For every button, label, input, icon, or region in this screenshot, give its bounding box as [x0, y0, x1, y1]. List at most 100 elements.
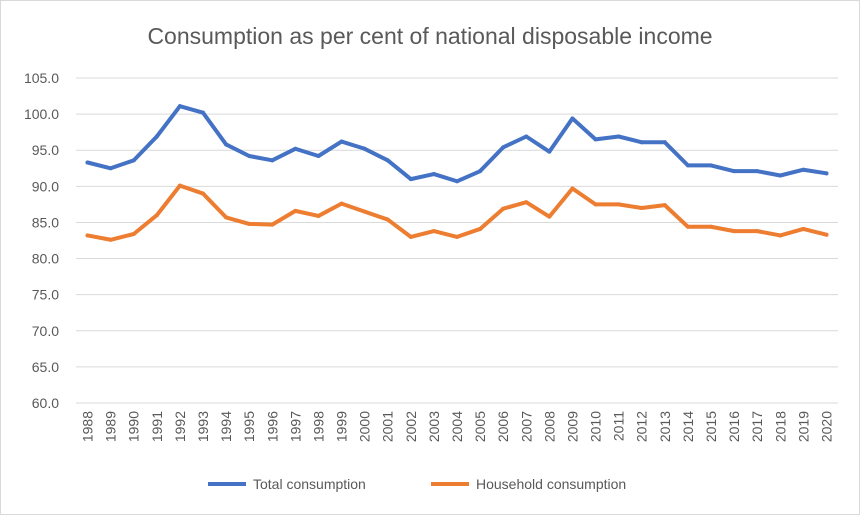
x-tick-label: 1994	[218, 411, 234, 442]
data-point	[85, 160, 90, 165]
data-point	[778, 173, 783, 178]
x-tick-label: 2000	[357, 411, 373, 442]
data-point	[593, 137, 598, 142]
x-tick-label: 2016	[726, 411, 742, 442]
x-tick-label: 1992	[172, 411, 188, 442]
data-point	[501, 145, 506, 150]
x-tick-label: 2008	[541, 411, 557, 442]
data-point	[154, 213, 159, 218]
data-point	[201, 191, 205, 196]
data-point	[385, 158, 390, 163]
data-point	[408, 234, 413, 239]
series-line	[85, 104, 829, 184]
data-point	[339, 201, 344, 206]
data-point	[685, 163, 690, 168]
y-tick-label: 100.0	[24, 106, 59, 122]
x-tick-label: 2011	[611, 411, 627, 441]
data-point	[755, 229, 760, 234]
series-household-consumption	[85, 183, 829, 242]
data-point	[85, 233, 90, 238]
data-point	[177, 104, 182, 109]
x-tick-label: 2007	[518, 411, 534, 442]
data-point	[293, 146, 298, 151]
chart-title: Consumption as per cent of national disp…	[147, 23, 713, 49]
data-point	[547, 214, 552, 219]
x-tick-label: 1993	[195, 411, 211, 442]
data-point	[801, 226, 806, 231]
legend-item: Household consumption	[431, 476, 626, 492]
data-point	[247, 154, 252, 158]
data-point	[755, 169, 760, 174]
x-tick-label: 2002	[403, 411, 419, 442]
data-point	[339, 139, 344, 144]
x-tick-label: 1991	[149, 411, 165, 442]
data-point	[293, 208, 298, 213]
x-tick-label: 2013	[657, 411, 673, 442]
data-point	[224, 142, 229, 147]
data-point	[316, 154, 321, 158]
data-point	[270, 222, 275, 227]
data-point	[201, 110, 205, 115]
y-tick-label: 65.0	[32, 359, 59, 375]
data-point	[662, 140, 667, 145]
legend-label: Household consumption	[476, 476, 626, 492]
data-point	[455, 179, 459, 184]
x-tick-label: 2010	[588, 411, 604, 442]
y-tick-label: 95.0	[32, 142, 59, 158]
data-point	[108, 237, 113, 242]
x-tick-label: 2017	[749, 411, 765, 442]
data-point	[616, 202, 621, 207]
data-point	[316, 213, 321, 218]
y-tick-label: 105.0	[24, 70, 59, 86]
data-point	[685, 224, 690, 229]
series-total-consumption	[85, 104, 829, 184]
data-point	[501, 206, 506, 211]
data-point	[639, 140, 644, 145]
data-point	[478, 169, 483, 174]
data-point	[431, 229, 436, 234]
legend-label: Total consumption	[253, 476, 366, 492]
x-tick-label: 1998	[310, 411, 326, 442]
data-point	[616, 134, 621, 139]
data-point	[570, 116, 575, 121]
x-tick-label: 1988	[80, 411, 96, 442]
x-tick-label: 2004	[449, 411, 465, 442]
data-point	[131, 158, 136, 163]
y-tick-label: 90.0	[32, 178, 59, 194]
data-point	[362, 209, 367, 214]
y-tick-label: 70.0	[32, 323, 59, 339]
x-tick-label: 2020	[818, 411, 834, 442]
data-point	[732, 169, 737, 174]
data-point	[154, 134, 159, 139]
data-point	[362, 146, 367, 151]
x-tick-label: 2005	[472, 411, 488, 442]
data-point	[824, 171, 829, 176]
data-point	[224, 215, 229, 220]
data-point	[778, 233, 783, 238]
data-point	[131, 232, 136, 236]
data-point	[824, 232, 829, 237]
y-tick-label: 85.0	[32, 214, 59, 230]
series-line	[85, 183, 829, 242]
legend-item: Total consumption	[208, 476, 366, 492]
data-point	[709, 163, 713, 168]
data-point	[408, 177, 413, 182]
data-point	[177, 183, 182, 188]
x-tick-label: 2009	[564, 411, 580, 442]
data-point	[247, 221, 252, 226]
y-tick-label: 75.0	[32, 287, 59, 303]
x-tick-label: 2003	[426, 411, 442, 442]
x-tick-label: 2014	[680, 411, 696, 442]
x-tick-label: 2015	[703, 411, 719, 442]
x-tick-label: 2006	[495, 411, 511, 442]
data-point	[270, 158, 275, 163]
data-point	[662, 203, 667, 208]
x-tick-label: 1989	[103, 411, 119, 442]
x-tick-label: 2019	[795, 411, 811, 442]
x-tick-label: 1990	[126, 411, 142, 442]
data-point	[478, 226, 483, 231]
x-tick-label: 1997	[287, 411, 303, 442]
data-point	[709, 224, 713, 229]
